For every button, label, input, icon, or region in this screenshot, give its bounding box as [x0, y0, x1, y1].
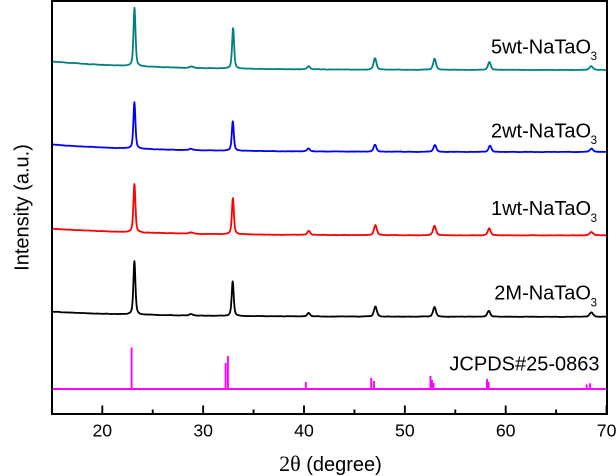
svg-text:JCPDS#25-0863: JCPDS#25-0863 — [449, 353, 599, 375]
svg-text:2wt-NaTaO: 2wt-NaTaO — [491, 120, 591, 142]
svg-text:2M-NaTaO: 2M-NaTaO — [494, 283, 591, 305]
svg-text:3: 3 — [591, 297, 597, 309]
svg-text:60: 60 — [496, 421, 516, 441]
svg-text:3: 3 — [591, 51, 597, 63]
svg-text:3: 3 — [591, 213, 597, 225]
svg-text:Intensity (a.u.): Intensity (a.u.) — [12, 144, 34, 271]
svg-text:40: 40 — [294, 421, 314, 441]
svg-text:5wt-NaTaO: 5wt-NaTaO — [491, 36, 591, 58]
svg-text:20: 20 — [92, 421, 112, 441]
svg-text:3: 3 — [591, 135, 597, 147]
svg-text:2θ (degree): 2θ (degree) — [279, 451, 382, 476]
svg-text:50: 50 — [395, 421, 415, 441]
svg-text:1wt-NaTaO: 1wt-NaTaO — [491, 198, 591, 220]
svg-text:70: 70 — [597, 421, 616, 441]
svg-text:30: 30 — [193, 421, 213, 441]
